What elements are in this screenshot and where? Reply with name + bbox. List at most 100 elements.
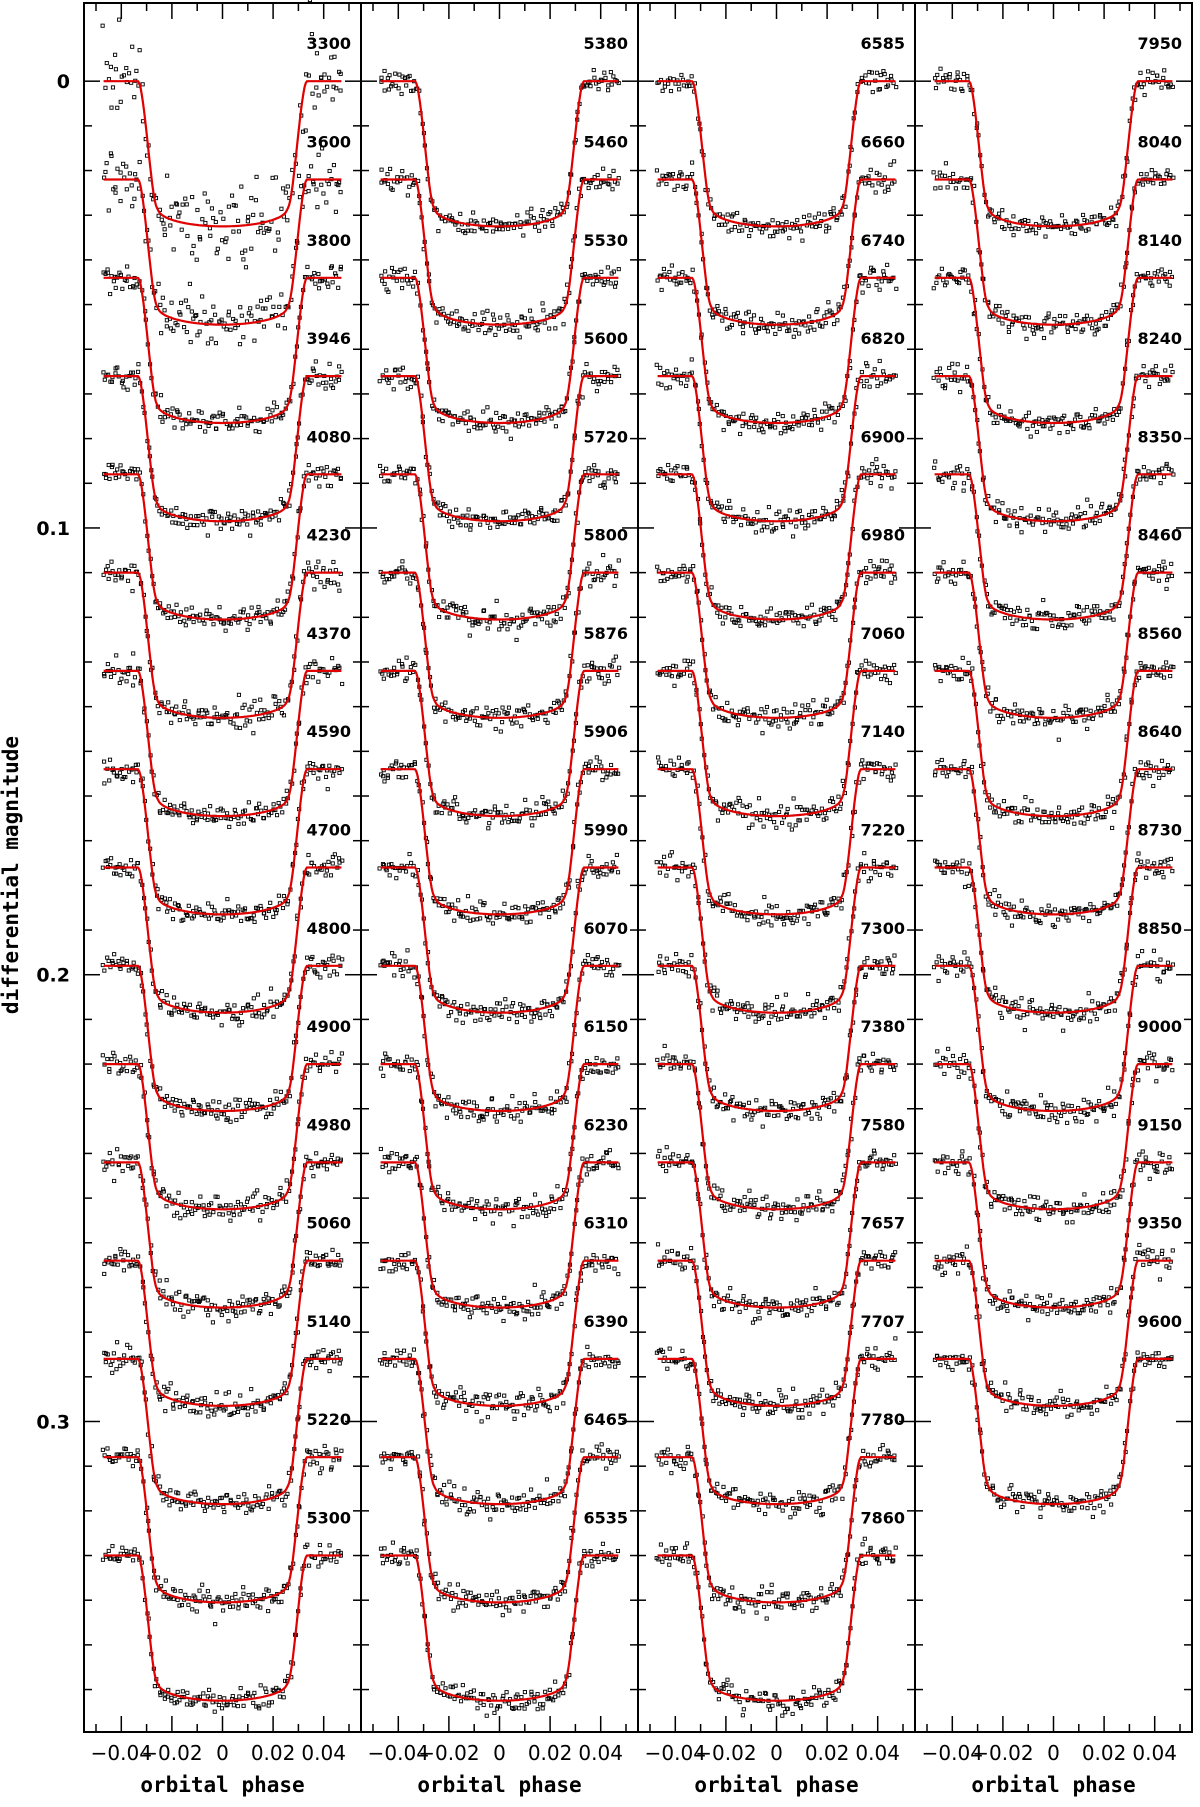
data-point bbox=[580, 1156, 585, 1161]
data-point bbox=[251, 818, 256, 823]
data-point bbox=[224, 1203, 229, 1208]
data-point bbox=[332, 1359, 337, 1364]
data-point bbox=[115, 365, 120, 370]
data-point bbox=[197, 235, 202, 240]
data-point bbox=[527, 423, 532, 428]
data-point bbox=[449, 311, 454, 316]
data-point bbox=[317, 1542, 322, 1548]
data-point bbox=[220, 808, 225, 813]
data-point bbox=[168, 1488, 173, 1493]
data-point bbox=[530, 823, 535, 828]
data-point bbox=[245, 522, 250, 527]
data-point bbox=[184, 422, 189, 427]
data-point bbox=[177, 210, 182, 215]
data-point bbox=[611, 168, 616, 173]
data-point bbox=[255, 1188, 260, 1193]
data-point bbox=[590, 660, 595, 665]
data-point bbox=[501, 1318, 506, 1324]
data-point bbox=[198, 237, 203, 242]
data-point bbox=[533, 1408, 538, 1413]
data-point bbox=[271, 802, 276, 807]
light-curve-4900: 4900 bbox=[100, 1017, 351, 1223]
data-point bbox=[498, 729, 503, 734]
data-point bbox=[314, 85, 319, 90]
data-point bbox=[384, 368, 389, 373]
data-point bbox=[404, 655, 409, 660]
data-point bbox=[132, 563, 137, 568]
data-point bbox=[504, 1399, 509, 1404]
data-point bbox=[308, 661, 313, 667]
data-point bbox=[167, 802, 173, 807]
data-point bbox=[210, 1320, 215, 1325]
data-point bbox=[605, 957, 610, 963]
data-point bbox=[113, 190, 118, 195]
model-curve bbox=[380, 1357, 619, 1506]
data-point bbox=[188, 514, 193, 519]
data-point bbox=[497, 627, 502, 632]
data-point bbox=[273, 248, 278, 253]
data-point bbox=[337, 588, 342, 593]
model-curve bbox=[103, 80, 342, 228]
data-point bbox=[478, 522, 483, 527]
data-point bbox=[280, 810, 285, 815]
wavelength-label: 3800 bbox=[306, 231, 351, 250]
data-point bbox=[303, 128, 308, 133]
wavelength-label: 4080 bbox=[306, 427, 351, 446]
data-point bbox=[206, 1105, 211, 1110]
data-point bbox=[133, 1058, 138, 1063]
data-point bbox=[616, 771, 621, 776]
data-point bbox=[492, 1013, 497, 1018]
data-point bbox=[327, 168, 332, 174]
data-point bbox=[210, 514, 215, 519]
data-point bbox=[208, 804, 213, 809]
data-point bbox=[114, 1367, 119, 1372]
data-point bbox=[103, 85, 108, 90]
data-point bbox=[109, 153, 114, 159]
data-point bbox=[238, 1686, 243, 1691]
data-point bbox=[601, 166, 606, 171]
data-point bbox=[268, 1311, 273, 1317]
data-point bbox=[237, 1097, 242, 1102]
data-point bbox=[594, 185, 599, 190]
data-point bbox=[529, 1487, 534, 1492]
data-point bbox=[321, 763, 326, 768]
data-point bbox=[436, 229, 441, 234]
data-point bbox=[224, 236, 229, 241]
data-point bbox=[537, 228, 542, 233]
data-point bbox=[437, 1004, 442, 1009]
data-point bbox=[470, 1296, 475, 1301]
data-point bbox=[549, 1014, 555, 1019]
data-point bbox=[436, 500, 441, 505]
data-point bbox=[158, 302, 163, 307]
data-point bbox=[275, 230, 280, 235]
data-point bbox=[198, 1194, 203, 1199]
data-point bbox=[213, 1622, 218, 1627]
data-point bbox=[538, 1393, 543, 1398]
data-point bbox=[547, 1409, 552, 1414]
data-point bbox=[100, 1447, 105, 1452]
data-point bbox=[182, 1403, 187, 1409]
data-point bbox=[278, 1089, 283, 1094]
data-point bbox=[605, 673, 610, 678]
data-point bbox=[503, 328, 509, 334]
data-point bbox=[513, 423, 518, 428]
data-point bbox=[132, 1547, 137, 1552]
data-point bbox=[607, 1364, 612, 1369]
data-point bbox=[552, 700, 557, 706]
data-point bbox=[222, 1510, 227, 1515]
data-point bbox=[514, 1020, 519, 1025]
data-point bbox=[105, 858, 110, 863]
data-point bbox=[493, 332, 498, 337]
data-point bbox=[437, 417, 442, 422]
data-point bbox=[521, 1003, 526, 1008]
data-point bbox=[212, 509, 217, 514]
data-point bbox=[228, 1218, 233, 1223]
data-point bbox=[507, 1608, 512, 1613]
data-point bbox=[203, 1703, 208, 1708]
data-point bbox=[494, 1309, 499, 1314]
data-point bbox=[467, 1315, 472, 1320]
data-point bbox=[197, 1588, 202, 1593]
data-point bbox=[220, 238, 225, 243]
data-point bbox=[176, 214, 181, 219]
data-point bbox=[504, 429, 509, 434]
